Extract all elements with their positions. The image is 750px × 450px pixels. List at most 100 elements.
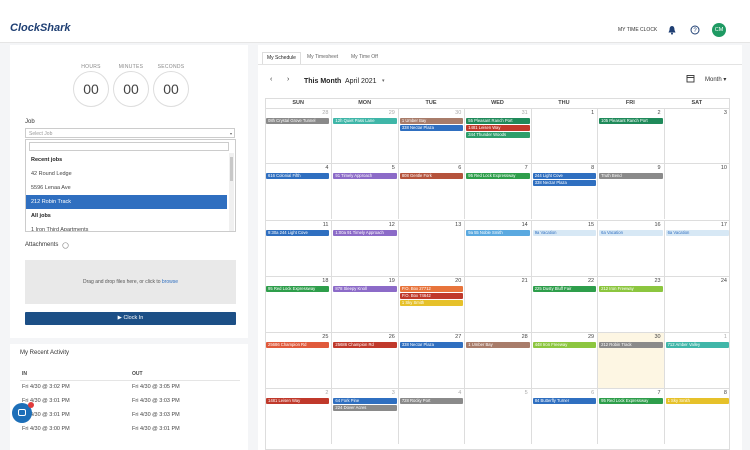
day-cell[interactable]: 19 878 Sleepy Knoll [331,276,398,332]
event[interactable]: 08h Crystal Grove Tunnel [266,118,330,124]
day-cell[interactable]: 2 1481 Leisen Way [265,388,332,444]
day-cell[interactable]: 17 6a Vacation [663,220,730,276]
day-cell[interactable]: 7 95 Red Lock Expressway [597,388,664,444]
day-cell[interactable]: 18 95 Red Lock Expressway [265,276,332,332]
day-cell[interactable]: 22 225 Dusty Bluff Fair [530,276,598,332]
calendar-icon[interactable] [686,74,695,83]
day-cell[interactable]: 16 6a Vacation [597,220,664,276]
day-cell[interactable]: 1 712 Amber Valley [663,332,730,388]
day-cell[interactable]: 24 [663,276,730,332]
event[interactable]: 91 Timely Approach [333,173,397,179]
event[interactable]: 338 Nectar Plaza [399,342,464,348]
day-cell[interactable]: 25 25686 Champion Rd [265,332,332,388]
event[interactable]: 6a Vacation [665,230,729,236]
event[interactable]: 64 Fork Pine [333,398,397,404]
event[interactable]: 9a 55 Noble Smith [466,230,530,236]
event[interactable]: 9a Vacation [532,230,597,236]
clock-in-button[interactable]: ▶ Clock In [25,312,236,325]
job-option[interactable]: 212 Robin Track [26,195,227,209]
day-cell[interactable]: 30 1 Umber Bay 338 Nectar Plaza [397,108,465,164]
month-label[interactable]: April 2021 [345,78,377,85]
job-search[interactable] [29,142,229,151]
job-option[interactable]: 1 Iron Third Apartments [31,227,89,232]
prev-button[interactable]: ‹ [270,76,273,83]
day-cell[interactable]: 6 84 Butterfly Turner [530,388,598,444]
tab[interactable]: My Timesheet [307,54,339,60]
event[interactable]: 95 Red Lock Expressway [599,398,663,404]
view-select[interactable]: Month ▾ [705,77,727,83]
event[interactable]: 224 Dover Acres [333,405,397,411]
event[interactable]: P.O. Box 27712 [399,286,464,292]
job-option[interactable]: 5596 Lenaa Ave [31,185,71,191]
time-clock-link[interactable]: MY TIME CLOCK [618,27,658,33]
day-cell[interactable]: 21 [464,276,531,332]
day-cell[interactable]: 28 1 Umber Bay [464,332,531,388]
event[interactable]: 808 Gentle Fork [399,173,464,179]
day-cell[interactable]: 3 [663,108,730,164]
event[interactable]: 1 Sky Smith [665,398,729,404]
event[interactable]: 338 Nectar Plaza [532,180,597,186]
event[interactable]: 9:30a 244 Light Cove [266,230,330,236]
day-cell[interactable]: 14 9a 55 Noble Smith [464,220,531,276]
day-cell[interactable]: 31 55 Pleasant Ranch Port 1481 Leisen Way 3… [464,108,531,164]
day-cell[interactable]: 29 448 Iron Freeway [530,332,598,388]
day-cell[interactable]: 7 95 Red Lock Expressway [464,163,531,219]
day-cell[interactable]: 28 08h Crystal Grove Tunnel [265,108,332,164]
event[interactable]: 878 Sleepy Knoll [333,286,397,292]
day-cell[interactable]: 4 728 Rocky Port [397,388,465,444]
day-cell[interactable]: 5 [464,388,531,444]
event[interactable]: 55 Pleasant Ranch Port [466,118,530,124]
bell-icon[interactable] [667,25,677,35]
day-cell[interactable]: 3 64 Fork Pine 224 Dover Acres [331,388,398,444]
event[interactable]: 1481 Leisen Way [466,125,530,131]
day-cell[interactable]: 23 212 Iron Freeway [597,276,664,332]
day-cell[interactable]: 6 808 Gentle Fork [397,163,465,219]
day-cell[interactable]: 27 338 Nectar Plaza [397,332,465,388]
event[interactable]: 225 Dusty Bluff Fair [532,286,597,292]
event[interactable]: 338 Nectar Plaza [399,125,464,131]
event[interactable]: 6a Vacation [599,230,663,236]
job-option[interactable]: 42 Round Ledge [31,171,72,177]
chat-button[interactable] [12,403,32,423]
event[interactable]: 1 Sky Smith [399,300,464,306]
event[interactable]: 1 Umber Bay [466,342,530,348]
next-button[interactable]: › [287,76,290,83]
day-cell[interactable]: 2 105 Pleasant Ranch Port [597,108,664,164]
event[interactable]: 25686 Champion Rd [333,342,397,348]
event[interactable]: 1481 Leisen Way [266,398,330,404]
event[interactable]: 95 Red Lock Expressway [466,173,530,179]
event[interactable]: 25686 Champion Rd [266,342,330,348]
browse-link[interactable]: browse [161,279,179,285]
day-cell[interactable]: 8 244 Light Cove 338 Nectar Plaza [530,163,598,219]
event[interactable]: 12h Quiet Pass Lane [333,118,397,124]
event[interactable]: 728 Rocky Port [399,398,464,404]
event[interactable]: 212 Iron Freeway [599,286,663,292]
dropzone[interactable]: Drag and drop files here, or click to br… [25,260,236,304]
day-cell[interactable]: 11 9:30a 244 Light Cove [265,220,332,276]
event[interactable]: 448 Iron Freeway [532,342,597,348]
event[interactable]: 84 Butterfly Turner [532,398,597,404]
day-cell[interactable]: 9 Truth Bend [597,163,664,219]
day-cell[interactable]: 29 12h Quiet Pass Lane [331,108,398,164]
day-cell[interactable]: 30 212 Robin Track [597,332,664,388]
day-cell[interactable]: 26 25686 Champion Rd [331,332,398,388]
avatar[interactable]: CM [712,23,726,37]
day-cell[interactable]: 5 91 Timely Approach [331,163,398,219]
help-icon[interactable]: ? [690,25,700,35]
day-cell[interactable]: 4 616 Colonial Fifth [265,163,332,219]
day-cell[interactable]: 13 [397,220,465,276]
event[interactable]: 344 Thunder Woods [466,132,530,138]
event[interactable]: 616 Colonial Fifth [266,173,330,179]
event[interactable]: P.O. Box 74642 [399,293,464,299]
event[interactable]: 244 Light Cove [532,173,597,179]
event[interactable]: Truth Bend [599,173,663,179]
day-cell[interactable]: 15 9a Vacation [530,220,598,276]
day-cell[interactable]: 1 [530,108,598,164]
day-cell[interactable]: 10 [663,163,730,219]
tab[interactable]: My Time Off [351,54,378,60]
event[interactable]: 712 Amber Valley [665,342,729,348]
day-cell[interactable]: 8 1 Sky Smith [663,388,730,444]
event[interactable]: 105 Pleasant Ranch Port [599,118,663,124]
event[interactable]: 1:00a 91 Timely Approach [333,230,397,236]
event[interactable]: 95 Red Lock Expressway [266,286,330,292]
